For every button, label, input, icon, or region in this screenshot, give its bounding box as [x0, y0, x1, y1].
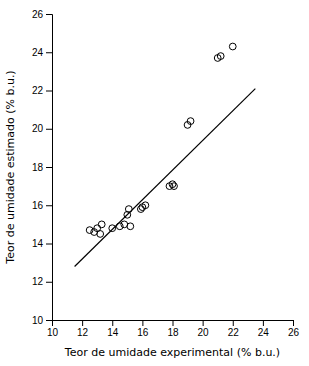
point: [137, 206, 144, 213]
tick-mark: [263, 320, 264, 326]
tick: 22: [228, 320, 240, 338]
tick-label: 20: [32, 123, 44, 134]
tick-mark: [233, 320, 234, 326]
tick-mark: [46, 14, 52, 15]
tick: 22: [32, 85, 52, 96]
tick-label: 16: [32, 200, 44, 211]
plot: 10 12 14 16 18 20 22 24 26 10 12 14 16 18 20 22 24 26: [32, 9, 300, 338]
point: [171, 183, 178, 190]
point: [127, 223, 134, 230]
tick-label: 18: [167, 327, 179, 338]
tick: 12: [77, 320, 89, 338]
tick: 26: [32, 9, 52, 20]
tick: 16: [137, 320, 149, 338]
tick-mark: [46, 52, 52, 53]
tick: 14: [107, 320, 119, 338]
point: [169, 181, 176, 188]
tick: 20: [198, 320, 210, 338]
x-axis: 10 12 14 16 18 20 22 24 26: [47, 320, 300, 338]
tick-mark: [142, 320, 143, 326]
tick: 16: [32, 200, 52, 211]
tick-mark: [46, 91, 52, 92]
tick-mark: [46, 167, 52, 168]
point: [98, 221, 105, 228]
point: [217, 53, 224, 60]
tick-mark: [173, 320, 174, 326]
tick: 12: [32, 276, 52, 287]
regression-line: [75, 89, 256, 267]
point: [109, 225, 116, 232]
tick-mark: [46, 205, 52, 206]
tick-mark: [46, 320, 52, 321]
tick: 14: [32, 238, 52, 249]
tick-mark: [82, 320, 83, 326]
tick-label: 24: [32, 47, 44, 58]
tick: 26: [288, 320, 300, 338]
tick-label: 26: [288, 327, 300, 338]
tick-label: 16: [137, 327, 149, 338]
tick: 24: [32, 47, 52, 58]
tick-label: 24: [258, 327, 270, 338]
tick-mark: [46, 244, 52, 245]
tick-mark: [46, 129, 52, 130]
tick-label: 22: [228, 327, 240, 338]
tick-label: 14: [107, 327, 119, 338]
tick-mark: [293, 320, 294, 326]
point: [187, 118, 194, 125]
tick-label: 22: [32, 85, 44, 96]
tick-label: 12: [77, 327, 89, 338]
x-axis-title: Teor de umidade experimental (% b.u.): [64, 346, 280, 359]
point: [86, 227, 93, 234]
axis-line: [46, 15, 53, 321]
marks: [75, 43, 256, 266]
point: [229, 43, 236, 50]
point: [97, 231, 104, 238]
tick-label: 20: [198, 327, 210, 338]
tick: 18: [32, 162, 52, 173]
axis-line: [53, 321, 294, 327]
chart: 10 12 14 16 18 20 22 24 26 10 12 14 16 18 20 22 24 26 Teor…: [0, 0, 309, 366]
tick-mark: [46, 282, 52, 283]
tick: 24: [258, 320, 270, 338]
tick-label: 12: [32, 276, 44, 287]
y-axis-title: Teor de umidade estimado (% b.u.): [4, 70, 17, 264]
tick-label: 10: [32, 315, 44, 326]
tick-mark: [203, 320, 204, 326]
tick: 20: [32, 123, 52, 134]
tick-label: 18: [32, 162, 44, 173]
tick: 10: [32, 315, 52, 326]
tick: 10: [47, 320, 59, 338]
tick-label: 26: [32, 9, 44, 20]
tick: 18: [167, 320, 179, 338]
tick-label: 10: [47, 327, 59, 338]
tick-mark: [112, 320, 113, 326]
tick-label: 14: [32, 238, 44, 249]
point: [142, 202, 149, 209]
y-axis: 10 12 14 16 18 20 22 24 26: [32, 9, 53, 326]
